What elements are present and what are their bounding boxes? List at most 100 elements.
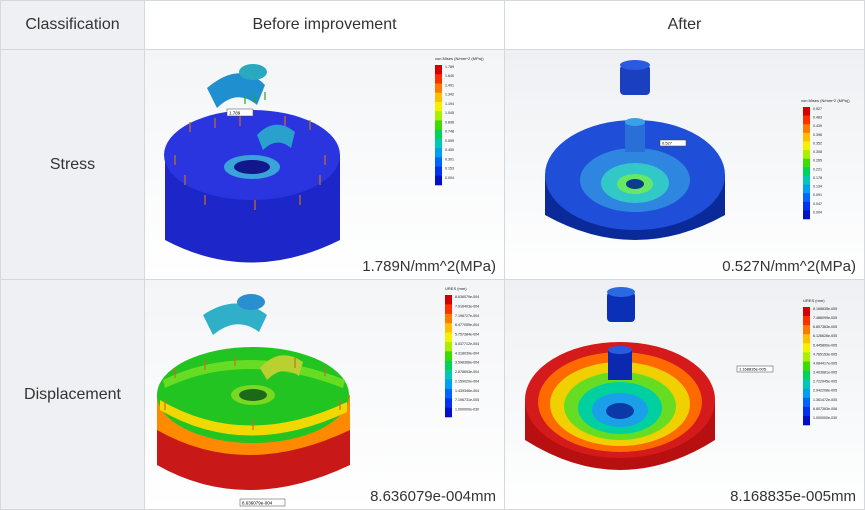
stress-before-legend-tick: 1.640 xyxy=(445,74,454,78)
stress-before-legend-tick: 0.004 xyxy=(445,176,454,180)
stress-after-legend-swatch xyxy=(803,184,810,194)
stress-after-legend-tick: 0.396 xyxy=(813,133,822,137)
stress-after-legend-swatch xyxy=(803,124,810,134)
displacement-after-legend-title: URES (mm) xyxy=(803,298,825,303)
displacement-after-legend-tick: 1.000000e-030 xyxy=(813,416,837,420)
displacement-after-legend-tick: 5.445890e-005 xyxy=(813,343,837,347)
stress-after-legend-tick: 0.352 xyxy=(813,141,822,145)
stress-before-legend-swatch xyxy=(435,101,442,112)
displacement-after-legend-tick: 6.807363e-006 xyxy=(813,407,837,411)
stress-after-legend-tick: 0.091 xyxy=(813,193,822,197)
displacement-after-legend-swatch xyxy=(803,307,810,317)
stress-after-legend-tick: 0.004 xyxy=(813,210,822,214)
displacement-after-legend-tick: 7.488099e-005 xyxy=(813,316,837,320)
displacement-after-legend-tick: 6.807363e-005 xyxy=(813,325,837,329)
stress-after-legend-swatch xyxy=(803,115,810,125)
displacement-after-legend-tick: 8.168835e-005 xyxy=(813,307,837,311)
displacement-after-legend-tick: 3.403681e-005 xyxy=(813,371,837,375)
displacement-after-legend-tick: 6.126626e-005 xyxy=(813,334,837,338)
row-label-stress: Stress xyxy=(0,49,145,280)
header-after-label: After xyxy=(667,16,702,33)
displacement-before-legend-swatch xyxy=(445,313,452,324)
stress-after-legend-tick: 0.439 xyxy=(813,124,822,128)
row-label-stress-text: Stress xyxy=(49,155,96,173)
stress-before-legend-title: von Mises (N/mm^2 (MPa)) xyxy=(435,56,484,61)
displacement-before-legend-tick: 8.636079e-004 xyxy=(455,295,479,299)
stress-after-legend-tick: 0.134 xyxy=(813,185,822,189)
stress-after-value: 0.527N/mm^2(MPa) xyxy=(720,258,858,275)
stress-before-legend-tick: 0.301 xyxy=(445,157,454,161)
stress-after-image: 0.527 von Mises (N/mm^2 (MPa)) 0.527 0.48… xyxy=(504,49,865,280)
stress-after-legend-tick: 0.047 xyxy=(813,202,822,206)
displacement-before-legend: URES (mm) 8.636079e-004 7.916403e-004 7.19… xyxy=(445,286,479,418)
displacement-before-model: 8.636079e-004 xyxy=(157,294,350,507)
displacement-before-legend-swatch xyxy=(445,351,452,361)
displacement-before-legend-tick: 2.159020e-004 xyxy=(455,379,479,383)
stress-after-legend: von Mises (N/mm^2 (MPa)) 0.527 0.483 0.439… xyxy=(801,98,850,220)
stress-after-legend-swatch xyxy=(803,107,810,116)
stress-after-legend-swatch xyxy=(803,193,810,203)
stress-before-legend-swatch xyxy=(435,65,442,75)
stress-before-value: 1.789N/mm^2(MPa) xyxy=(360,258,498,275)
stress-after-legend-tick: 0.527 xyxy=(813,107,822,111)
displacement-before-legend-swatch xyxy=(445,332,452,343)
stress-after-legend-tick: 0.178 xyxy=(813,176,822,180)
displacement-after-probe-label: 1.168835e-005 xyxy=(739,367,767,372)
stress-after-legend-swatch xyxy=(803,150,810,159)
displacement-after-legend-swatch xyxy=(803,406,810,417)
displacement-before-legend-tick: 3.598366e-004 xyxy=(455,361,479,365)
displacement-after-legend-tick: 4.765153e-005 xyxy=(813,352,837,356)
displacement-after-legend-swatch xyxy=(803,397,810,408)
stress-before-legend-swatch xyxy=(435,138,442,149)
displacement-before-legend-tick: 1.439346e-004 xyxy=(455,389,479,393)
header-classification-label: Classification xyxy=(25,16,120,33)
header-after: After xyxy=(504,0,865,50)
displacement-after-legend-swatch xyxy=(803,352,810,362)
stress-before-legend-swatch xyxy=(435,157,442,167)
displacement-before-legend-swatch xyxy=(445,407,452,418)
stress-after-legend-tick: 0.221 xyxy=(813,167,822,171)
stress-before-legend-tick: 1.045 xyxy=(445,111,454,115)
stress-before-legend: von Mises (N/mm^2 (MPa)) 1.789 1.640 1.491… xyxy=(435,56,484,186)
displacement-after-value: 8.168835e-005mm xyxy=(728,488,858,505)
row-label-displacement: Displacement xyxy=(0,279,145,510)
displacement-after-legend-swatch xyxy=(803,334,810,344)
displacement-after-model: 1.168835e-005 xyxy=(525,287,774,470)
displacement-after-legend-tick: 2.042208e-005 xyxy=(813,389,837,393)
displacement-before-legend-swatch xyxy=(445,398,452,408)
displacement-after-legend-tick: 4.084417e-005 xyxy=(813,361,837,365)
displacement-before-legend-tick: 2.878693e-004 xyxy=(455,370,479,374)
displacement-after-legend-tick: 1.361472e-005 xyxy=(813,398,837,402)
displacement-before-legend-title: URES (mm) xyxy=(445,286,467,291)
stress-before-image: 1.789 von Mises (N/mm^2 (MPa)) 1.789 1.64… xyxy=(144,49,505,280)
stress-after-legend-tick: 0.483 xyxy=(813,116,822,120)
displacement-before-legend-swatch xyxy=(445,370,452,380)
displacement-after-legend-swatch xyxy=(803,379,810,389)
header-before: Before improvement xyxy=(144,0,505,50)
displacement-before-legend-tick: 1.000000e-030 xyxy=(455,408,479,412)
displacement-before-legend-swatch xyxy=(445,304,452,315)
displacement-after-image: 1.168835e-005 URES (mm) 8.168835e-005 7.4… xyxy=(504,279,865,510)
displacement-after-legend-swatch xyxy=(803,343,810,353)
displacement-before-legend-swatch xyxy=(445,360,452,371)
stress-before-legend-tick: 1.194 xyxy=(445,102,454,106)
displacement-after-legend-swatch xyxy=(803,388,810,399)
stress-before-legend-swatch xyxy=(435,175,442,186)
stress-after-legend-swatch xyxy=(803,158,810,168)
stress-before-probe-label: 1.789 xyxy=(229,111,241,116)
displacement-before-legend-tick: 5.037712e-004 xyxy=(455,342,479,346)
displacement-after-legend-swatch xyxy=(803,316,810,326)
displacement-before-legend-tick: 7.196731e-005 xyxy=(455,398,479,402)
displacement-before-legend-tick: 5.757384e-004 xyxy=(455,333,479,337)
stress-before-legend-swatch xyxy=(435,83,442,93)
stress-before-legend-swatch xyxy=(435,92,442,103)
displacement-after-legend-swatch xyxy=(803,361,810,371)
stress-before-legend-tick: 0.450 xyxy=(445,148,454,152)
header-classification: Classification xyxy=(0,0,145,50)
stress-after-legend-tick: 0.308 xyxy=(813,150,822,154)
displacement-after-legend: URES (mm) 8.168835e-005 7.488099e-005 6.80… xyxy=(803,298,837,426)
stress-before-legend-swatch xyxy=(435,111,442,121)
displacement-before-legend-tick: 7.196727e-004 xyxy=(455,314,479,318)
displacement-before-legend-tick: 6.477059e-004 xyxy=(455,323,479,327)
row-label-displacement-text: Displacement xyxy=(24,385,121,403)
